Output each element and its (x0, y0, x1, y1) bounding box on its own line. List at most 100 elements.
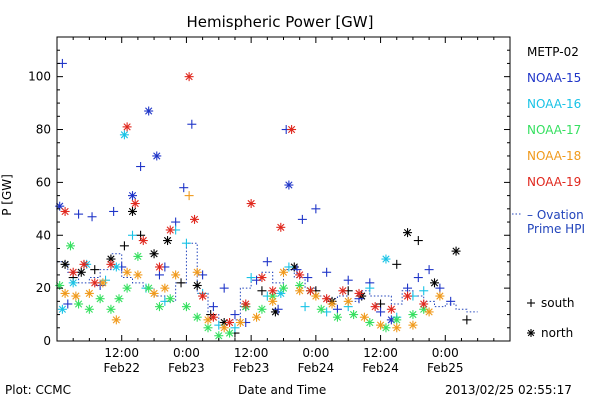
marker-stroke (339, 287, 347, 295)
marker-stroke (409, 321, 417, 329)
marker-stroke (139, 236, 147, 245)
marker-stroke (69, 279, 77, 287)
plot-credit: Plot: CCMC (5, 383, 71, 397)
south-point (262, 257, 272, 267)
north-point (392, 323, 402, 333)
north-point (68, 267, 78, 277)
marker-stroke (436, 292, 444, 300)
marker-stroke (128, 191, 137, 200)
marker-stroke (131, 199, 139, 208)
north-point (154, 302, 164, 312)
north-point (149, 288, 159, 298)
marker-stroke (328, 300, 336, 308)
marker-stroke (360, 313, 369, 321)
marker-stroke (258, 273, 266, 282)
marker-stroke (120, 131, 129, 139)
marker-stroke (107, 255, 115, 263)
marker-stroke (91, 279, 99, 287)
ovation-hpi-line (57, 242, 478, 323)
south-point (184, 191, 194, 201)
marker-stroke (430, 279, 439, 287)
marker-stroke (182, 303, 191, 311)
north-point (57, 304, 67, 314)
north-point (71, 291, 81, 301)
north-point (316, 304, 326, 314)
south-point (171, 217, 181, 227)
south-point (230, 310, 240, 320)
series-metp-02 (60, 206, 472, 338)
y-axis-label: P [GW] (0, 174, 14, 216)
north-point (392, 315, 402, 325)
data-points-layer (55, 58, 472, 341)
north-point (152, 151, 162, 161)
marker-stroke (285, 181, 293, 189)
marker-stroke (153, 152, 161, 160)
marker-stroke (123, 123, 131, 131)
north-point (111, 315, 121, 325)
north-point (74, 299, 84, 309)
north-point (130, 199, 140, 209)
north-point (376, 320, 386, 330)
north-point (235, 317, 245, 327)
marker-stroke (258, 305, 266, 313)
north-point (198, 291, 208, 301)
marker-stroke (61, 260, 69, 268)
marker-stroke (209, 313, 218, 321)
marker-stroke (403, 292, 412, 300)
south-point (109, 206, 119, 216)
south-point (119, 241, 129, 251)
x-tick-label-date: Feb25 (427, 361, 464, 375)
y-tick-label: 0 (43, 334, 51, 348)
marker-stroke (145, 107, 153, 115)
marker-stroke (85, 289, 93, 298)
south-point (154, 270, 164, 280)
north-point (305, 286, 315, 296)
marker-stroke (420, 305, 428, 313)
north-point (171, 270, 181, 280)
x-tick-label-time: 12:00 (234, 346, 269, 360)
plot-timestamp: 2013/02/25 02:55:17 (445, 383, 572, 397)
marker-stroke (279, 284, 288, 292)
marker-stroke (150, 250, 158, 258)
south-point (311, 204, 321, 214)
north-point (133, 251, 143, 261)
marker-stroke (69, 268, 77, 276)
x-tick-label-date: Feb24 (362, 361, 399, 375)
north-point (225, 317, 235, 327)
marker-stroke (371, 303, 379, 311)
marker-stroke (269, 292, 277, 300)
north-point (349, 310, 359, 320)
x-tick-label-time: 12:00 (363, 346, 398, 360)
north-point (430, 278, 439, 288)
marker-stroke (393, 324, 401, 332)
marker-stroke (382, 255, 390, 263)
x-tick-label-date: Feb24 (298, 361, 335, 375)
legend-marker-north (527, 329, 535, 337)
north-point (60, 206, 70, 216)
north-point (343, 296, 353, 306)
legend-marker-label: south (541, 296, 575, 310)
marker-stroke (296, 287, 304, 295)
marker-stroke (452, 247, 460, 255)
north-point (190, 214, 200, 224)
marker-stroke (333, 313, 342, 321)
south-point (365, 283, 375, 293)
marker-stroke (80, 260, 88, 268)
marker-stroke (172, 271, 180, 279)
south-point (300, 302, 310, 312)
marker-stroke (225, 329, 234, 337)
marker-stroke (247, 199, 255, 208)
north-point (295, 270, 305, 280)
north-point (279, 283, 288, 293)
marker-stroke (387, 305, 395, 313)
marker-stroke (323, 295, 331, 303)
north-point (122, 283, 132, 293)
north-point (408, 310, 418, 320)
series-noaa-18 (60, 191, 445, 333)
north-point (451, 246, 461, 256)
marker-stroke (99, 279, 107, 287)
south-point (230, 323, 240, 333)
marker-stroke (123, 284, 131, 292)
